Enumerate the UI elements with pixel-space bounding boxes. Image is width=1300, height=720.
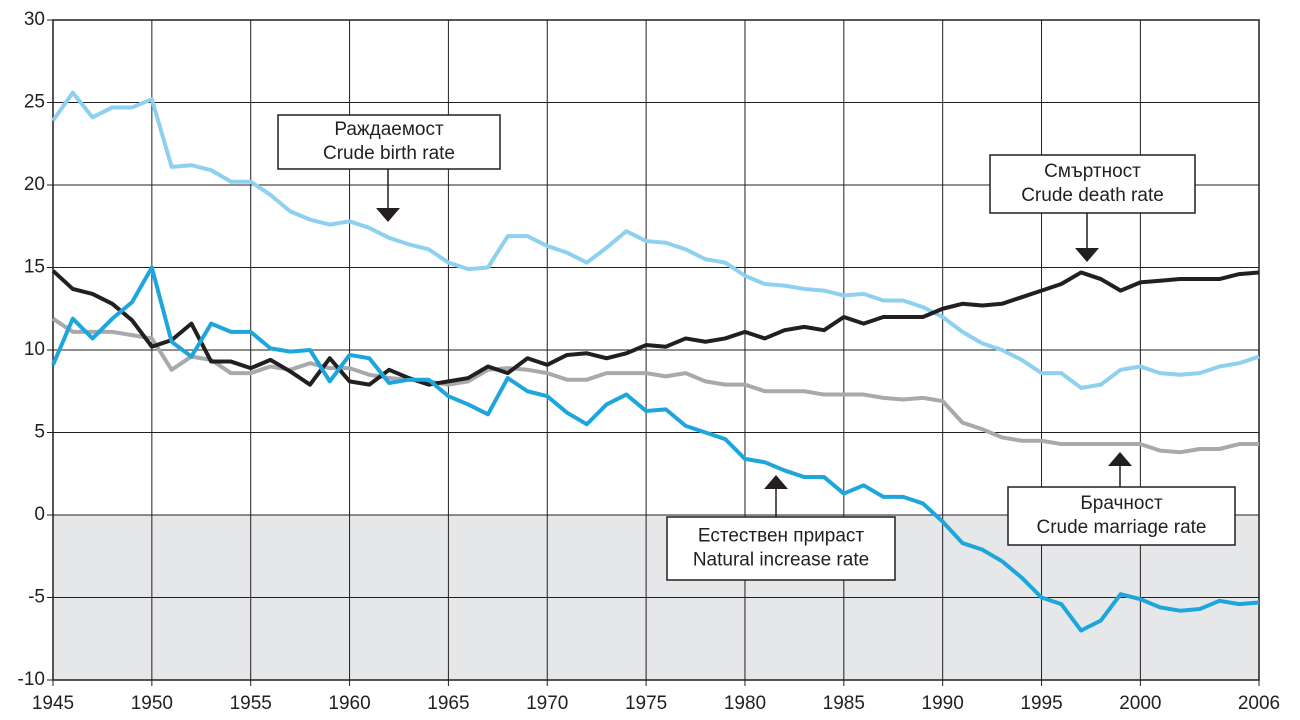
- annotation-text: Crude death rate: [1021, 185, 1164, 206]
- annotation-arrowhead: [764, 475, 788, 489]
- y-tick-label: 30: [24, 9, 45, 30]
- x-tick-label: 1990: [922, 693, 964, 714]
- annotation-text: Раждаемост: [334, 119, 444, 140]
- y-tick-label: -5: [28, 587, 45, 608]
- annotation-text: Crude birth rate: [323, 143, 455, 164]
- annotation-text: Естествен прираст: [698, 526, 865, 547]
- annotation-text: Natural increase rate: [693, 550, 869, 571]
- annotation-box: [277, 114, 501, 170]
- annotation-text: Смъртност: [1044, 161, 1141, 182]
- x-tick-label: 1975: [625, 693, 667, 714]
- x-tick-label: 1970: [526, 693, 568, 714]
- plot-border: [52, 19, 1260, 681]
- annotation-arrowhead: [376, 208, 400, 222]
- y-tick-label: 15: [24, 257, 45, 278]
- y-tick-label: 10: [24, 339, 45, 360]
- annotation-text: Брачност: [1080, 493, 1163, 514]
- x-tick-label: 1950: [131, 693, 173, 714]
- y-tick-label: 20: [24, 174, 45, 195]
- series-line: [51, 90, 1260, 390]
- annotation-box: [989, 154, 1196, 214]
- x-tick-label: 1965: [427, 693, 469, 714]
- annotation-arrowhead: [1108, 452, 1132, 466]
- y-tick-label: 25: [24, 92, 45, 113]
- annotation-text: Crude marriage rate: [1036, 517, 1206, 538]
- annotation-box: [666, 516, 896, 581]
- x-tick-label: 1945: [32, 693, 74, 714]
- y-tick-label: 5: [34, 422, 45, 443]
- y-tick-label: -10: [18, 669, 45, 690]
- annotation-arrowhead: [1075, 248, 1099, 262]
- x-tick-label: 1995: [1020, 693, 1062, 714]
- y-tick-label: 0: [34, 504, 45, 525]
- x-tick-label: 1980: [724, 693, 766, 714]
- x-tick-label: 1985: [823, 693, 865, 714]
- x-tick-label: 1955: [230, 693, 272, 714]
- annotation-box: [1007, 486, 1236, 546]
- x-tick-label: 1960: [328, 693, 370, 714]
- series-line: [51, 269, 1260, 387]
- series-line: [51, 316, 1259, 455]
- x-tick-label: 2000: [1119, 693, 1161, 714]
- x-tick-label: 2006: [1238, 693, 1280, 714]
- series-line: [51, 265, 1260, 633]
